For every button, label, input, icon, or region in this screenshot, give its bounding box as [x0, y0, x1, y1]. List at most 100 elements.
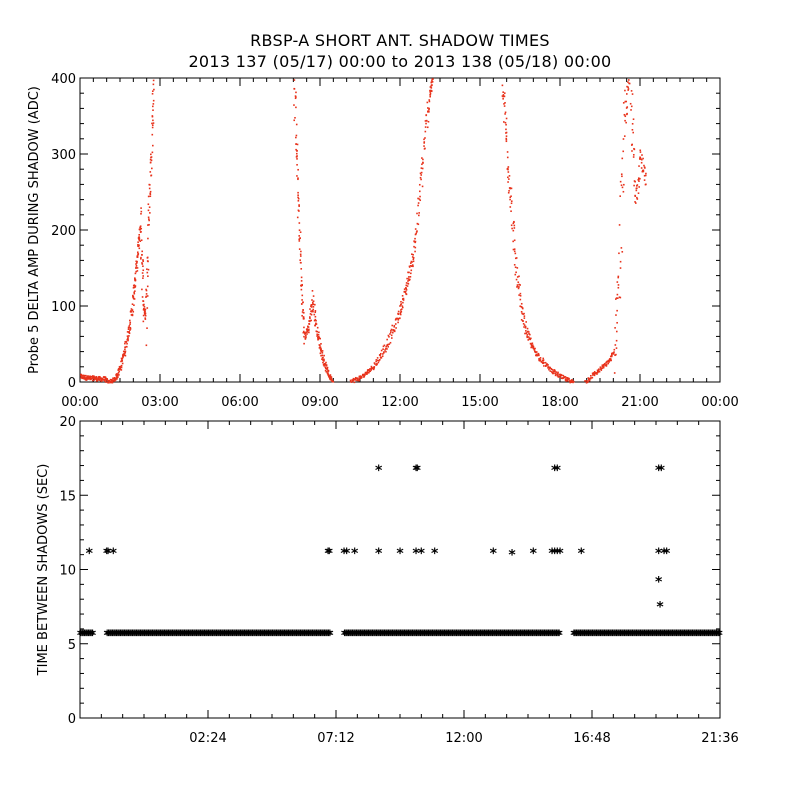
- data-point: [308, 331, 310, 334]
- data-point: [140, 230, 142, 233]
- data-point: [144, 313, 146, 316]
- data-point: *: [430, 628, 438, 644]
- data-point: [598, 370, 601, 373]
- data-point: *: [366, 628, 374, 644]
- data-point: *: [209, 628, 217, 644]
- data-point: [638, 186, 640, 188]
- data-point: [608, 361, 610, 363]
- data-point: [519, 298, 522, 301]
- data-point: [331, 379, 334, 382]
- data-point: [105, 381, 107, 383]
- data-point: *: [516, 628, 524, 644]
- data-point: [350, 381, 353, 383]
- data-point: [593, 374, 596, 377]
- data-point: [625, 121, 627, 124]
- data-point: [297, 177, 299, 179]
- data-point: [145, 296, 147, 298]
- data-point: [565, 380, 568, 382]
- data-point: [394, 323, 397, 325]
- data-point: [99, 378, 101, 380]
- data-point: [425, 122, 427, 125]
- data-point: [134, 290, 136, 292]
- data-point: [392, 329, 395, 332]
- data-point: [148, 187, 151, 190]
- data-point: *: [142, 628, 150, 644]
- data-point: [363, 376, 365, 378]
- data-point: *: [530, 628, 538, 644]
- data-point: [635, 189, 638, 192]
- data-point: *: [644, 628, 652, 644]
- data-point: [386, 338, 388, 341]
- data-point: *: [540, 628, 548, 644]
- data-point: *: [429, 628, 437, 644]
- data-point: *: [681, 628, 689, 644]
- data-point: [124, 351, 127, 354]
- data-point: [402, 301, 404, 304]
- data-point: [605, 364, 608, 367]
- data-point: [413, 240, 416, 243]
- data-point: [615, 347, 618, 349]
- data-point: *: [590, 628, 598, 644]
- data-point: [367, 368, 369, 371]
- data-point: [505, 128, 507, 131]
- data-point: [323, 363, 326, 366]
- data-point: *: [522, 628, 530, 644]
- data-point: *: [592, 628, 600, 644]
- data-point: [320, 342, 322, 345]
- data-point: *: [256, 628, 264, 644]
- data-point: [135, 260, 137, 263]
- data-point: *: [201, 628, 209, 644]
- data-point: [310, 306, 313, 308]
- data-point: *: [554, 463, 562, 479]
- data-point: [146, 260, 149, 262]
- data-point: [132, 297, 135, 300]
- data-point: *: [574, 628, 582, 644]
- data-point: [129, 321, 132, 324]
- data-point: [304, 334, 307, 337]
- data-point: [542, 357, 545, 360]
- data-point: [146, 285, 149, 288]
- data-point: [141, 262, 143, 264]
- data-point: [400, 308, 403, 311]
- data-point: [315, 330, 318, 333]
- data-point: [147, 195, 150, 198]
- data-point: *: [577, 628, 585, 644]
- data-point: [593, 371, 595, 374]
- data-point: *: [610, 628, 618, 644]
- data-point: *: [609, 628, 617, 644]
- data-point: [513, 248, 516, 250]
- data-point: [584, 380, 586, 382]
- data-point: [139, 229, 141, 231]
- data-point: [626, 85, 628, 88]
- data-point: *: [600, 628, 608, 644]
- data-point: *: [632, 628, 640, 644]
- data-point: [615, 339, 618, 342]
- data-point: [508, 190, 510, 192]
- data-point: [503, 105, 506, 107]
- data-point: [144, 318, 147, 320]
- data-point: [80, 376, 82, 379]
- data-point: [424, 137, 426, 139]
- data-point: [429, 91, 432, 93]
- data-point: [137, 253, 140, 255]
- data-point: [140, 212, 142, 215]
- data-point: [410, 272, 412, 275]
- data-point: [323, 364, 325, 367]
- data-point: *: [349, 628, 357, 644]
- data-point: [422, 158, 424, 161]
- data-point: *: [245, 628, 253, 644]
- x-tick-label: 21:36: [701, 731, 738, 746]
- data-point: *: [292, 628, 300, 644]
- y-tick-label: 5: [68, 638, 76, 653]
- data-point: [556, 375, 559, 377]
- data-point: *: [417, 628, 425, 644]
- data-point: [631, 143, 634, 146]
- data-point: [429, 86, 432, 88]
- x-tick-label: 21:00: [621, 395, 658, 410]
- data-point: *: [298, 628, 306, 644]
- y-tick-label: 0: [68, 376, 76, 391]
- data-point: [397, 319, 400, 321]
- data-point: [120, 357, 123, 360]
- data-point: [313, 313, 316, 316]
- data-point: [326, 368, 328, 371]
